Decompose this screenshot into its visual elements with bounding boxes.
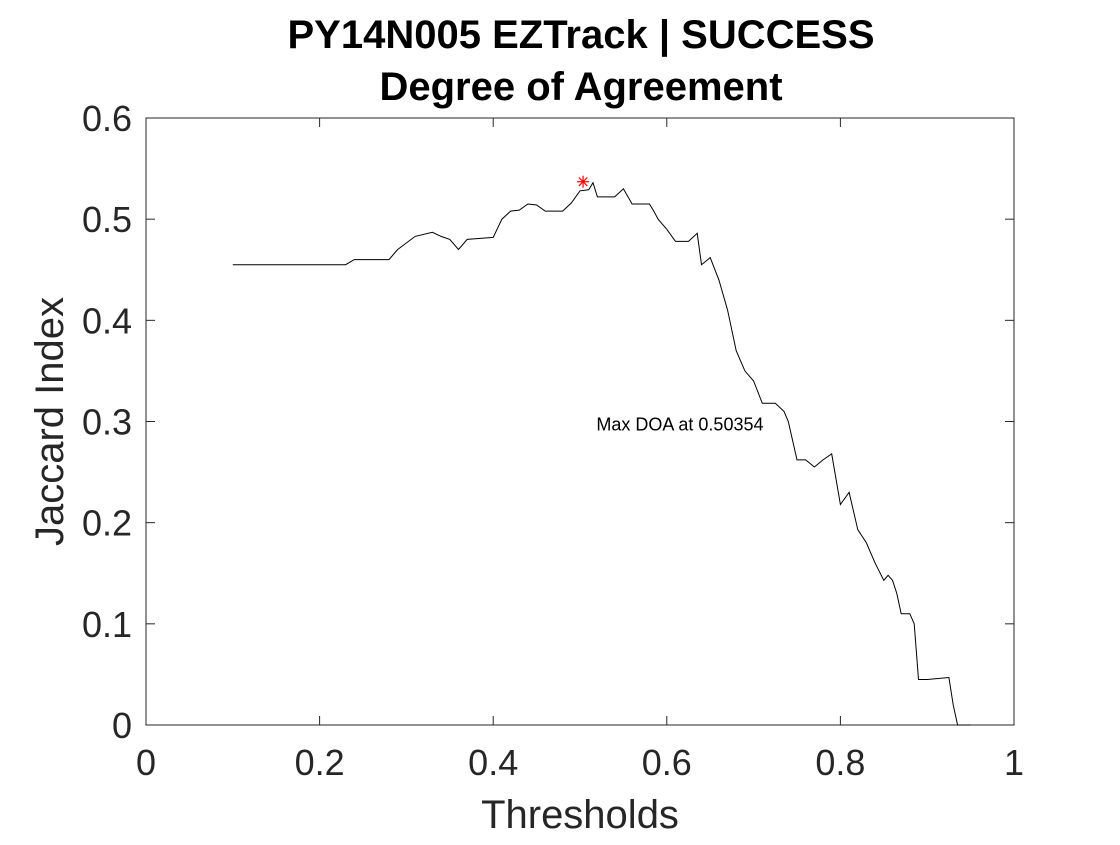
x-axis-label: Thresholds <box>481 793 679 837</box>
y-axis-label: Jaccard Index <box>28 297 72 546</box>
x-tick-label: 0.8 <box>815 742 865 783</box>
series-line <box>232 181 971 726</box>
y-tick-label: 0.4 <box>82 300 132 341</box>
y-tick-label: 0.2 <box>82 503 132 544</box>
y-tick-label: 0.1 <box>82 604 132 645</box>
x-tick-label: 0.2 <box>295 742 345 783</box>
series-layer <box>232 181 971 726</box>
max-marker <box>577 175 590 188</box>
chart-subtitle: Degree of Agreement <box>379 65 782 109</box>
x-tick-label: 0.4 <box>468 742 518 783</box>
plot-area <box>145 117 1015 726</box>
y-tick-label: 0 <box>112 705 132 746</box>
axis-ticks <box>145 117 1015 726</box>
marker-layer <box>577 175 590 188</box>
y-tick-label: 0.3 <box>82 402 132 443</box>
x-tick-label: 0.6 <box>642 742 692 783</box>
y-tick-label: 0.6 <box>82 98 132 139</box>
y-tick-label: 0.5 <box>82 199 132 240</box>
max-doa-annotation: Max DOA at 0.50354 <box>596 415 763 435</box>
x-tick-label: 1 <box>1004 742 1024 783</box>
tick-labels: 0 0.2 0.4 0.6 0.8 1 0 0.1 0.2 0.3 0.4 0.5 0.6 <box>82 98 1024 783</box>
chart-title: PY14N005 EZTrack | SUCCESS <box>287 13 874 57</box>
x-tick-label: 0 <box>136 742 156 783</box>
